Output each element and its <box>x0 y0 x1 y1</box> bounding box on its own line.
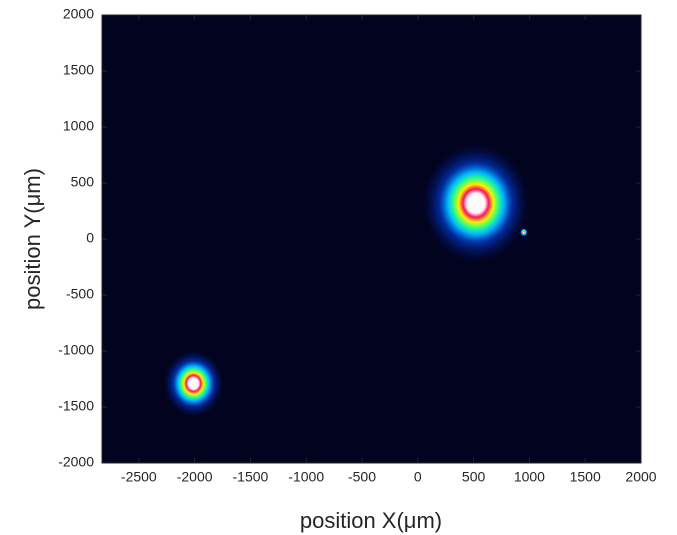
y-tick-label: -1000 <box>58 342 94 358</box>
x-tick-label: 2000 <box>625 469 656 485</box>
x-tick-label: -2500 <box>121 469 157 485</box>
intensity-spot <box>422 144 530 263</box>
intensity-spot <box>163 350 224 417</box>
y-tick-label: -500 <box>66 286 94 302</box>
y-tick-label: -2000 <box>58 454 94 470</box>
x-tick-label: -1500 <box>233 469 269 485</box>
y-tick-label: -1500 <box>58 398 94 414</box>
x-tick-label: 1500 <box>570 469 601 485</box>
x-axis-label: position X(μm) <box>300 508 442 533</box>
y-tick-label: 0 <box>86 230 94 246</box>
x-tick-label: -1000 <box>288 469 324 485</box>
intensity-spot <box>519 227 529 238</box>
x-tick-label: -500 <box>348 469 376 485</box>
y-tick-label: 2000 <box>63 6 94 22</box>
y-axis-label: position Y(μm) <box>20 168 45 310</box>
x-tick-label: 500 <box>462 469 486 485</box>
x-tick-label: -2000 <box>177 469 213 485</box>
x-tick-label: 1000 <box>514 469 545 485</box>
x-tick-label: 0 <box>414 469 422 485</box>
y-tick-label: 500 <box>71 174 95 190</box>
y-tick-label: 1000 <box>63 118 94 134</box>
y-tick-label: 1500 <box>63 62 94 78</box>
